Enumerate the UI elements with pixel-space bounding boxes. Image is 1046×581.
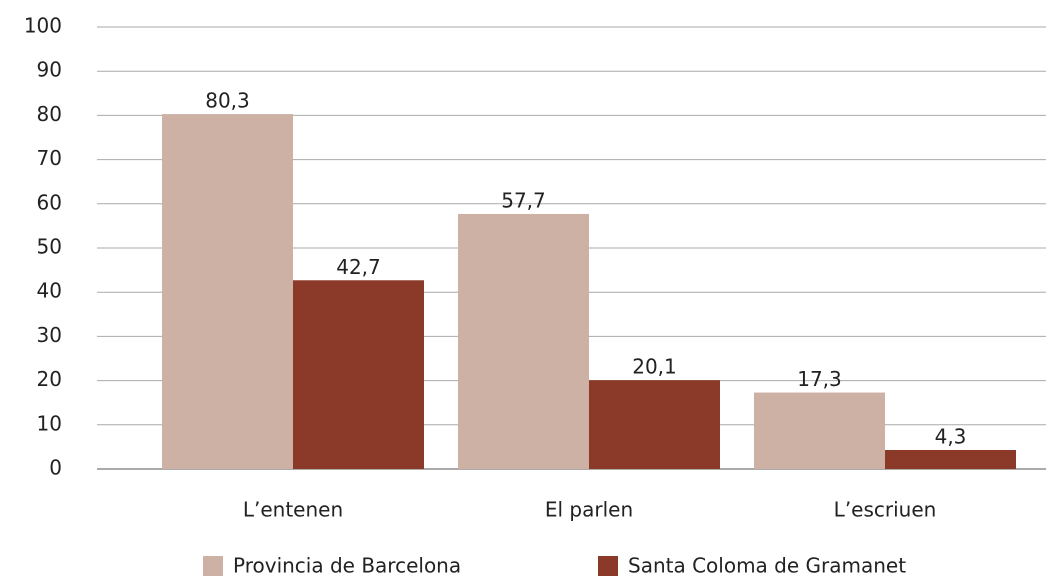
y-tick-label: 90 [37,58,62,82]
value-label: 20,1 [632,355,677,379]
y-tick-label: 20 [37,367,62,391]
y-tick-label: 10 [37,411,62,435]
y-tick-label: 100 [24,14,62,38]
y-tick-label: 30 [37,323,62,347]
x-tick-label: L’escriuen [834,498,937,522]
bar [162,114,293,469]
bar [885,449,1016,469]
y-tick-label: 50 [37,235,62,259]
value-label: 42,7 [336,255,381,279]
legend-swatch [598,556,618,576]
value-label: 80,3 [205,89,250,113]
y-tick-label: 0 [49,456,62,480]
x-tick-label: El parlen [545,498,633,522]
bar [589,380,720,469]
y-tick-label: 40 [37,279,62,303]
bar [293,280,424,469]
bar [754,392,885,469]
value-label: 57,7 [501,188,546,212]
value-label: 17,3 [797,367,842,391]
bar [458,213,589,469]
y-tick-label: 70 [37,146,62,170]
legend-label: Provincia de Barcelona [233,554,461,578]
legend-swatch [203,556,223,576]
x-tick-label: L’entenen [243,498,343,522]
y-tick-label: 60 [37,190,62,214]
value-label: 4,3 [935,424,967,448]
legend-label: Santa Coloma de Gramanet [628,554,906,578]
y-tick-label: 80 [37,102,62,126]
